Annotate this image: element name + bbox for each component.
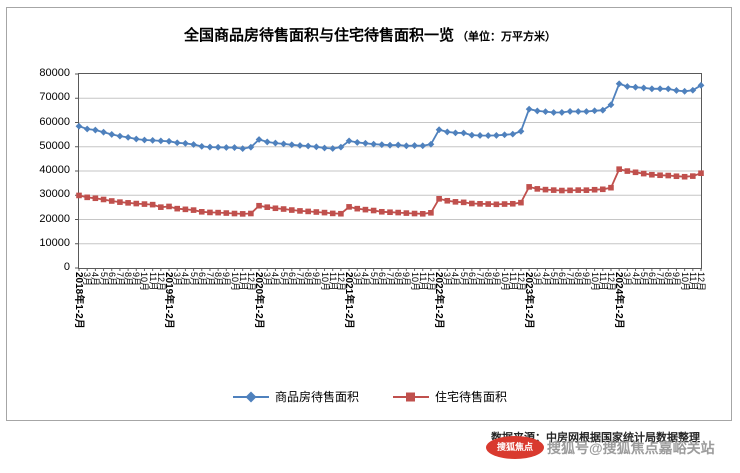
y-tick-label: 10000: [39, 236, 70, 249]
series-住宅待售面积: [76, 166, 704, 217]
chart-plot-svg: [75, 73, 705, 271]
chart-title: 全国商品房待售面积与住宅待售面积一览 （单位：万平方米）: [0, 24, 740, 45]
legend-line-diamond-icon: [232, 391, 269, 402]
sohu-focus-badge-icon: 搜狐焦点: [486, 436, 544, 459]
series-line: [78, 82, 702, 150]
y-tick-label: 60000: [39, 115, 70, 128]
x-tick-label: 9月: [221, 272, 232, 287]
x-tick-label: 12月: [696, 272, 706, 292]
legend: 商品房待售面积 住宅待售面积: [0, 388, 740, 405]
legend-label-commodity: 商品房待售面积: [274, 390, 359, 404]
axis-ticks-group: [75, 73, 702, 271]
legend-item-residential: 住宅待售面积: [393, 388, 507, 405]
x-tick-label: 3月: [622, 272, 633, 287]
series-商品房待售面积: [75, 80, 705, 153]
x-tick-label: 4月: [90, 272, 101, 287]
gridlines-group: [79, 97, 701, 245]
y-tick-label: 40000: [39, 164, 70, 176]
y-tick-label: 50000: [39, 139, 70, 152]
x-tick-label: 9月: [401, 272, 412, 287]
legend-label-residential: 住宅待售面积: [435, 390, 508, 404]
legend-line-square-icon: [393, 392, 429, 401]
plot-area: [75, 73, 705, 271]
series-line: [78, 168, 702, 215]
y-tick-label: 80000: [39, 67, 70, 79]
y-tick-label: 20000: [39, 212, 70, 225]
x-tick-label: 9月: [311, 272, 322, 287]
y-tick-label: 70000: [39, 91, 70, 104]
watermark-text: 搜狐号@搜狐焦点嘉峪关站: [547, 439, 715, 456]
watermark: 搜狐焦点 搜狐号@搜狐焦点嘉峪关站: [486, 436, 715, 459]
data-source-note: 数据来源：中房网根据国家统计局数据整理: [491, 432, 700, 444]
y-tick-label: 0: [63, 261, 70, 273]
chart-title-text: 全国商品房待售面积与住宅待售面积一览: [183, 27, 454, 44]
legend-item-commodity: 商品房待售面积: [232, 388, 359, 405]
x-tick-label: 3月: [532, 272, 543, 287]
y-tick-label: 30000: [39, 188, 70, 201]
chart-title-unit: （单位：万平方米）: [457, 31, 556, 43]
